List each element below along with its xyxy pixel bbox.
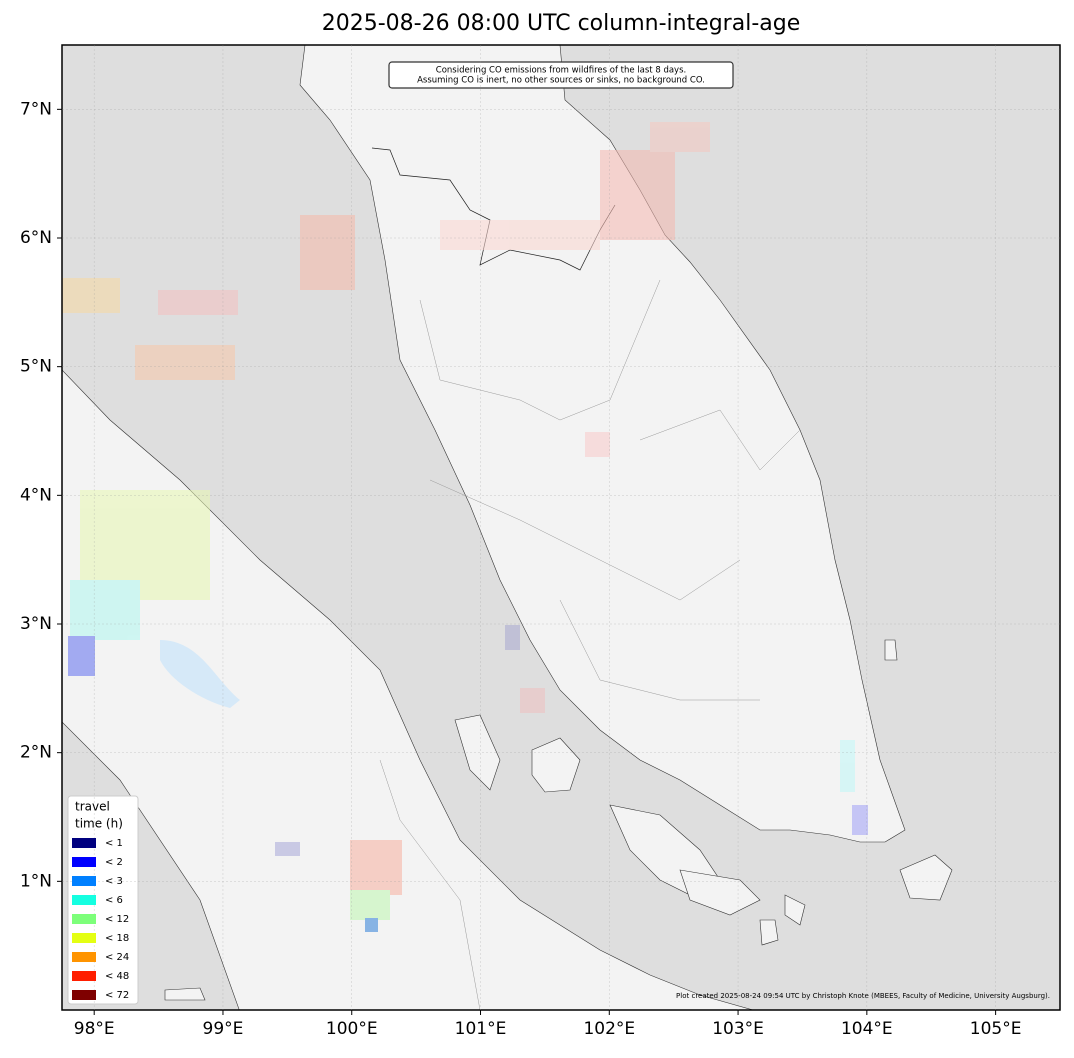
lake — [160, 640, 240, 708]
title: 2025-08-26 08:00 UTC column-integral-age — [322, 11, 801, 36]
legend-label: < 12 — [105, 914, 129, 925]
legend-swatch — [72, 838, 96, 848]
y-tick-label: 2°N — [20, 743, 52, 763]
legend-swatch — [72, 990, 96, 1000]
island — [899, 854, 953, 901]
legend-label: < 48 — [105, 971, 129, 982]
legend-label: < 3 — [105, 876, 123, 887]
legend-swatch — [72, 914, 96, 924]
y-tick-label: 3°N — [20, 614, 52, 634]
island — [531, 737, 581, 793]
frame — [61, 44, 1061, 1011]
annotation-box — [388, 61, 734, 89]
legend-label: < 6 — [105, 895, 123, 906]
x-tick-label: 101°E — [455, 1019, 507, 1039]
y-tick-label: 4°N — [20, 485, 52, 505]
annotation-line: Assuming CO is inert, no other sources o… — [417, 76, 705, 86]
legend-swatch — [72, 933, 96, 943]
x-tick-label: 103°E — [712, 1019, 764, 1039]
legend-title: time (h) — [75, 817, 123, 831]
credit: Plot created 2025-08-24 09:54 UTC by Chr… — [676, 992, 1050, 1000]
y-tick-label: 6°N — [20, 228, 52, 248]
x-tick-label: 104°E — [841, 1019, 893, 1039]
island — [164, 987, 206, 1001]
y-tick-label: 7°N — [20, 99, 52, 119]
legend-swatch — [72, 857, 96, 867]
plume-cells — [62, 122, 868, 932]
legend-label: < 24 — [105, 952, 129, 963]
y-tick-label: 1°N — [20, 871, 52, 891]
legend-swatch — [72, 952, 96, 962]
island — [454, 714, 501, 791]
x-tick-label: 102°E — [583, 1019, 635, 1039]
legend-swatch — [72, 876, 96, 886]
x-tick-label: 99°E — [203, 1019, 244, 1039]
x-tick-label: 98°E — [74, 1019, 115, 1039]
legend-label: < 72 — [105, 990, 129, 1001]
sumatra — [62, 369, 755, 1010]
legend-label: < 1 — [105, 838, 123, 849]
island — [784, 894, 806, 926]
legend-swatch — [72, 895, 96, 905]
legend-title: travel — [75, 800, 110, 814]
legend-label: < 2 — [105, 857, 123, 868]
y-tick-label: 5°N — [20, 357, 52, 377]
annotation-line: Considering CO emissions from wildfires … — [436, 66, 686, 76]
province-border — [379, 279, 801, 1010]
legend-label: < 18 — [105, 933, 129, 944]
x-tick-label: 100°E — [326, 1019, 378, 1039]
island — [759, 919, 779, 946]
x-tick-label: 105°E — [970, 1019, 1022, 1039]
legend-swatch — [72, 971, 96, 981]
island — [884, 639, 898, 661]
